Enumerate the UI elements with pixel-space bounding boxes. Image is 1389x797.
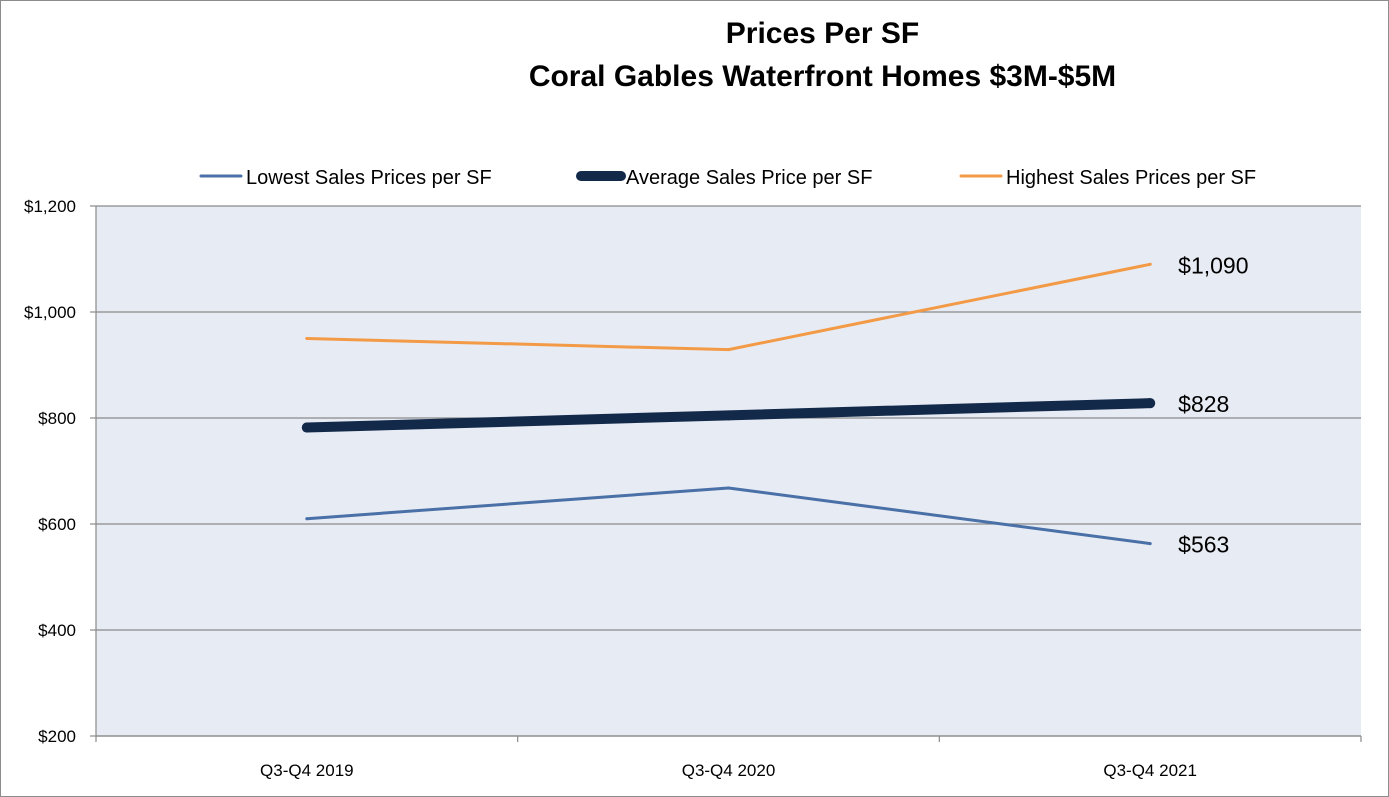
x-tick-label: Q3-Q4 2019 [260, 761, 354, 780]
y-tick-label: $200 [38, 727, 76, 746]
y-tick-label: $1,200 [24, 197, 76, 216]
data-label: $828 [1178, 391, 1229, 417]
data-point [1148, 542, 1152, 546]
legend-label: Average Sales Price per SF [626, 167, 872, 189]
data-point [723, 410, 734, 421]
x-tick-label: Q3-Q4 2021 [1103, 761, 1197, 780]
y-tick-label: $400 [38, 621, 76, 640]
chart-subtitle: Coral Gables Waterfront Homes $3M-$5M [528, 60, 1117, 93]
y-tick-label: $1,000 [24, 303, 76, 322]
data-point [305, 517, 309, 521]
data-label: $563 [1178, 532, 1229, 558]
data-label: $1,090 [1178, 252, 1248, 278]
legend-label: Highest Sales Prices per SF [1006, 167, 1256, 189]
data-point [1148, 262, 1152, 266]
data-point [727, 486, 730, 490]
data-point [1145, 398, 1156, 409]
y-tick-label: $800 [38, 409, 76, 428]
data-point [305, 337, 309, 340]
data-point [301, 422, 312, 433]
data-point [727, 348, 730, 352]
y-tick-label: $600 [38, 515, 76, 534]
x-tick-label: Q3-Q4 2020 [682, 761, 776, 780]
legend-label: Lowest Sales Prices per SF [246, 167, 492, 189]
chart-title: Prices Per SF [725, 17, 920, 50]
plot-area [96, 206, 1361, 736]
